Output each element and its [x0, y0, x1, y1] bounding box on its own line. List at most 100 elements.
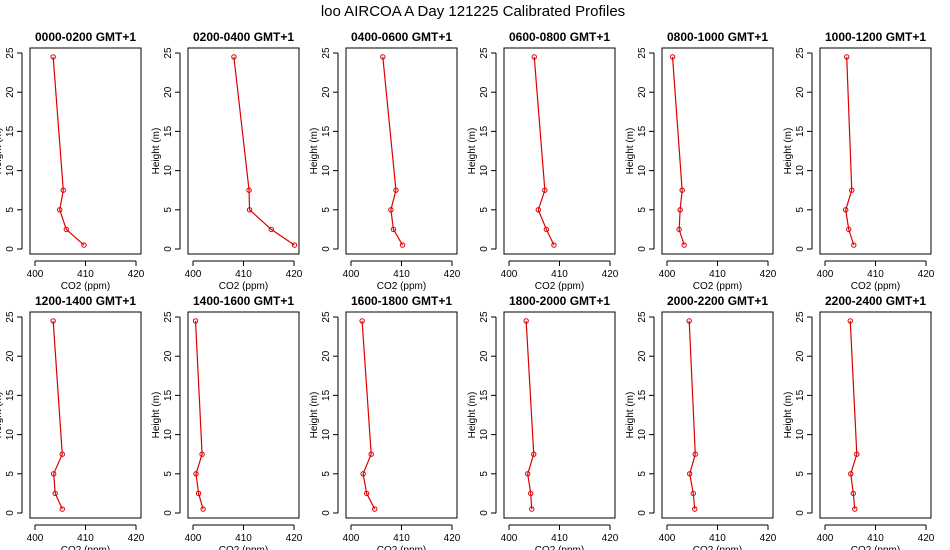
figure-title: loo AIRCOA A Day 121225 Calibrated Profi… [321, 3, 625, 20]
data-point [690, 490, 696, 497]
data-point [192, 318, 199, 324]
data-point [854, 451, 860, 457]
y-axis-label: Height (m) [151, 392, 162, 439]
data-point [360, 471, 366, 477]
data-point [543, 226, 550, 233]
y-tick-label: 20 [163, 350, 174, 362]
data-point [380, 54, 386, 60]
panel-title: 2000-2200 GMT+1 [667, 294, 768, 308]
profile-line [52, 56, 85, 246]
plot-frame [503, 311, 616, 519]
x-tick-label: 400 [185, 533, 202, 544]
data-point [193, 471, 199, 477]
plot-frame [661, 311, 774, 519]
data-point [368, 451, 374, 457]
y-tick-label: 25 [795, 311, 806, 323]
y-tick-label: 25 [321, 311, 332, 323]
y-tick-label: 15 [479, 389, 490, 401]
x-tick-label: 410 [393, 533, 410, 544]
data-point [524, 471, 531, 477]
x-tick-label: 410 [393, 269, 410, 280]
chart-panel: 1200-1400 GMT+1 0 5 10 15 20 25 Height (m) 400 41… [0, 294, 145, 550]
data-point [199, 451, 205, 457]
x-tick-label: 400 [659, 533, 676, 544]
x-tick-label: 410 [551, 533, 568, 544]
y-tick-label: 10 [321, 429, 332, 441]
x-tick-label: 400 [27, 533, 44, 544]
y-tick-label: 15 [795, 389, 806, 401]
y-tick-label: 20 [795, 86, 806, 98]
data-point [681, 242, 687, 248]
data-point [246, 187, 252, 193]
y-axis-label: Height (m) [783, 128, 794, 175]
data-point [388, 207, 394, 213]
y-axis-label: Height (m) [467, 392, 478, 439]
x-tick-label: 420 [444, 533, 461, 544]
x-axis-label: CO2 (ppm) [851, 281, 900, 292]
data-point [63, 226, 70, 233]
panel-title: 1000-1200 GMT+1 [825, 30, 926, 44]
profile-line [52, 320, 63, 510]
chart-panel: 0600-0800 GMT+1 0 5 10 15 20 25 Height (m) 400 41… [467, 30, 619, 292]
y-tick-label: 25 [163, 47, 174, 59]
y-axis-label: Height (m) [783, 392, 794, 439]
x-tick-label: 420 [760, 269, 777, 280]
y-tick-label: 0 [637, 246, 648, 252]
y-tick-label: 5 [479, 207, 490, 213]
y-tick-label: 25 [321, 47, 332, 59]
x-axis-label: CO2 (ppm) [377, 281, 426, 292]
plot-frame [819, 311, 932, 519]
x-tick-label: 420 [286, 269, 303, 280]
profile-line [688, 320, 696, 510]
y-tick-label: 5 [321, 207, 332, 213]
y-tick-label: 10 [795, 165, 806, 177]
y-tick-label: 15 [479, 125, 490, 137]
x-tick-label: 400 [343, 269, 360, 280]
x-axis-label: CO2 (ppm) [377, 545, 426, 550]
data-point [551, 242, 557, 248]
plot-frame [503, 47, 616, 255]
data-point [246, 207, 253, 213]
profile-line [845, 56, 855, 246]
data-point [399, 242, 406, 248]
panel-title: 1800-2000 GMT+1 [509, 294, 610, 308]
data-point [843, 207, 849, 213]
data-point [850, 490, 856, 497]
plot-frame [187, 311, 300, 519]
y-tick-label: 5 [5, 207, 16, 213]
data-point [852, 506, 858, 512]
y-tick-label: 20 [321, 350, 332, 362]
y-tick-label: 5 [479, 471, 490, 477]
panel-grid: 0000-0200 GMT+1 0 5 10 15 20 25 Height (m) 400 41… [0, 30, 935, 550]
data-point [57, 207, 63, 213]
data-point [677, 207, 683, 213]
x-tick-label: 400 [501, 533, 518, 544]
data-point [669, 54, 676, 60]
y-tick-label: 25 [163, 311, 174, 323]
panel-title: 1400-1600 GMT+1 [193, 294, 294, 308]
y-tick-label: 15 [163, 125, 174, 137]
x-tick-label: 410 [235, 533, 252, 544]
y-tick-label: 15 [637, 125, 648, 137]
y-tick-label: 5 [637, 207, 648, 213]
profile-line [671, 56, 685, 246]
y-tick-label: 5 [5, 471, 16, 477]
plot-frame [345, 311, 458, 519]
x-tick-label: 400 [27, 269, 44, 280]
x-tick-label: 410 [235, 269, 252, 280]
y-tick-label: 20 [795, 350, 806, 362]
y-tick-label: 10 [479, 429, 490, 441]
x-axis-label: CO2 (ppm) [693, 545, 742, 550]
y-tick-label: 0 [163, 510, 174, 516]
y-tick-label: 0 [795, 510, 806, 516]
data-point [363, 490, 370, 497]
y-tick-label: 10 [163, 429, 174, 441]
x-tick-label: 400 [817, 533, 834, 544]
data-point [50, 54, 56, 60]
x-tick-label: 420 [128, 269, 145, 280]
x-tick-label: 410 [867, 269, 884, 280]
y-axis-label: Height (m) [625, 392, 636, 439]
y-tick-label: 20 [637, 86, 648, 98]
